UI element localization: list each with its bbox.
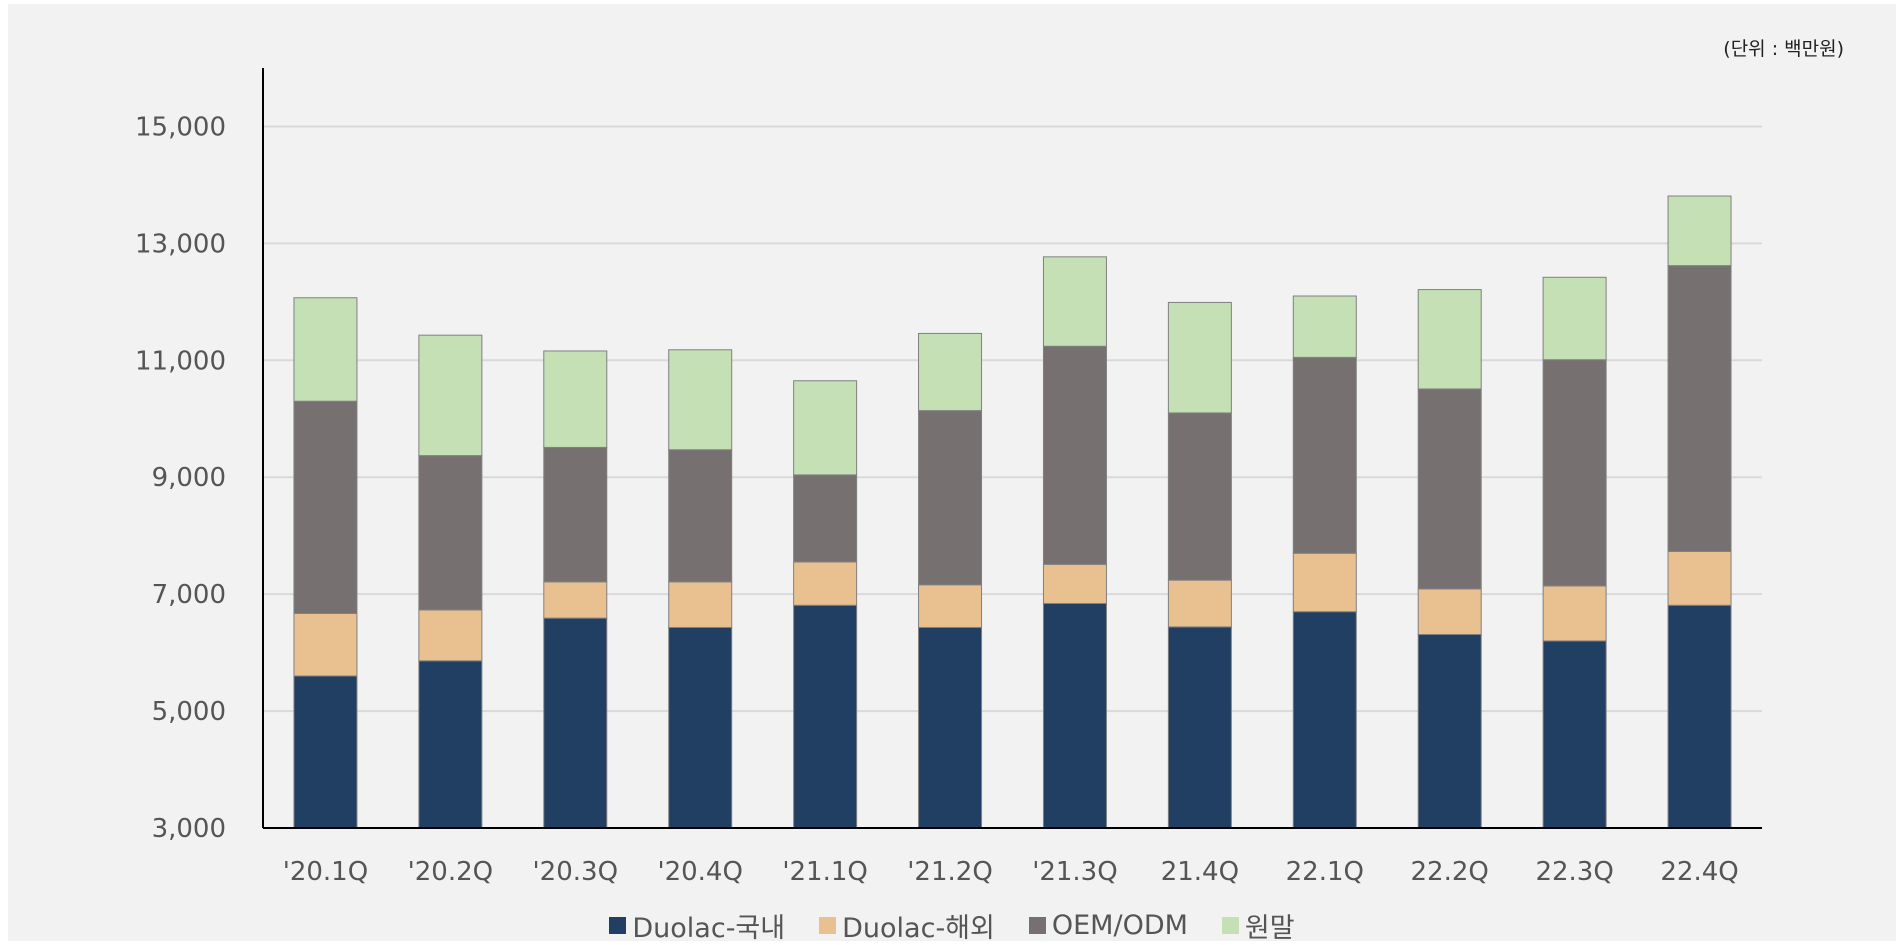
bar-segment xyxy=(1417,633,1482,829)
bar-segment xyxy=(1667,195,1732,267)
y-tick-label: 7,000 xyxy=(152,580,226,610)
bar-segment xyxy=(1417,289,1482,390)
bar-segment xyxy=(1042,345,1107,565)
unit-note: (단위 : 백만원) xyxy=(1723,38,1844,60)
legend-item: Duolac-해외 xyxy=(819,906,995,945)
legend-item: Duolac-국내 xyxy=(609,906,785,945)
axes: 3,000 5,000 7,000 9,000 11,000 13,000 15,000 '2… xyxy=(135,68,1762,887)
bar-segment xyxy=(918,584,983,628)
x-tick-label: '20.2Q xyxy=(408,857,494,887)
bar-segment xyxy=(793,604,858,829)
y-tick-label: 13,000 xyxy=(135,229,226,259)
bar-segment xyxy=(918,626,983,829)
bar-segment xyxy=(668,581,733,628)
bar-segment xyxy=(1167,579,1232,628)
bar-segment xyxy=(1417,388,1482,590)
bar-segment xyxy=(668,449,733,583)
x-tick-label: '20.3Q xyxy=(533,857,619,887)
legend-label: OEM/ODM xyxy=(1051,910,1188,941)
x-tick-label: '21.1Q xyxy=(782,857,868,887)
bar-segment xyxy=(793,474,858,563)
y-tick-label: 5,000 xyxy=(152,697,226,727)
bar-segment xyxy=(1292,356,1357,554)
bar-segment xyxy=(1542,359,1607,587)
bar-segment xyxy=(668,349,733,451)
grid-lines xyxy=(263,125,1762,713)
x-tick-label: 22.1Q xyxy=(1286,857,1364,887)
bar-segment xyxy=(543,581,608,619)
bar-segment xyxy=(1542,276,1607,361)
bar-segment xyxy=(418,660,483,829)
legend-item: OEM/ODM xyxy=(1028,906,1188,945)
legend: Duolac-국내 Duolac-해외 OEM/ODM 원말 xyxy=(0,906,1904,945)
bar-segment xyxy=(418,455,483,611)
x-tick-label: 21.4Q xyxy=(1161,857,1239,887)
x-tick-label: '21.2Q xyxy=(907,857,993,887)
bar-segment xyxy=(418,334,483,457)
bar-segment xyxy=(543,350,608,448)
bar-segment xyxy=(1042,603,1107,829)
bar-segment xyxy=(293,675,358,829)
bar-segment xyxy=(918,332,983,412)
x-tick-label: '21.3Q xyxy=(1032,857,1118,887)
bars xyxy=(293,195,1732,829)
x-tick-label: 22.2Q xyxy=(1411,857,1489,887)
x-tick-label: '20.1Q xyxy=(283,857,369,887)
bar-segment xyxy=(793,380,858,476)
bar-segment xyxy=(543,617,608,829)
bar-segment xyxy=(1167,412,1232,581)
bar-segment xyxy=(1042,563,1107,605)
bar-segment xyxy=(1542,585,1607,642)
bar-segment xyxy=(418,609,483,662)
bar-segment xyxy=(1292,295,1357,358)
bar-segment xyxy=(1417,588,1482,635)
y-tick-label: 11,000 xyxy=(135,346,226,376)
bar-segment xyxy=(918,410,983,586)
bar-segment xyxy=(543,446,608,583)
y-tick-label: 15,000 xyxy=(135,112,226,142)
bar-segment xyxy=(793,561,858,606)
legend-swatch xyxy=(1221,917,1239,934)
x-tick-label: 22.3Q xyxy=(1535,857,1613,887)
bar-segment xyxy=(1167,626,1232,829)
legend-swatch xyxy=(609,917,627,934)
bar-segment xyxy=(668,626,733,829)
bar-segment xyxy=(1667,604,1732,829)
bar-segment xyxy=(293,297,358,402)
legend-item: 원말 xyxy=(1221,906,1295,945)
bar-segment xyxy=(1542,640,1607,829)
y-tick-label: 3,000 xyxy=(152,814,226,844)
bar-segment xyxy=(1292,611,1357,829)
bar-segment xyxy=(293,400,358,614)
bar-segment xyxy=(1667,550,1732,606)
bar-segment xyxy=(1292,552,1357,613)
x-tick-label: 22.4Q xyxy=(1660,857,1738,887)
legend-label: Duolac-해외 xyxy=(842,913,995,944)
legend-label: Duolac-국내 xyxy=(632,913,786,944)
y-tick-label: 9,000 xyxy=(152,463,226,493)
bar-segment xyxy=(1042,256,1107,347)
legend-swatch xyxy=(819,917,837,934)
bar-segment xyxy=(1667,265,1732,552)
x-tick-label: '20.4Q xyxy=(657,857,743,887)
bar-segment xyxy=(1167,301,1232,414)
legend-label: 원말 xyxy=(1244,913,1295,944)
legend-swatch xyxy=(1028,917,1046,934)
bar-segment xyxy=(293,612,358,677)
